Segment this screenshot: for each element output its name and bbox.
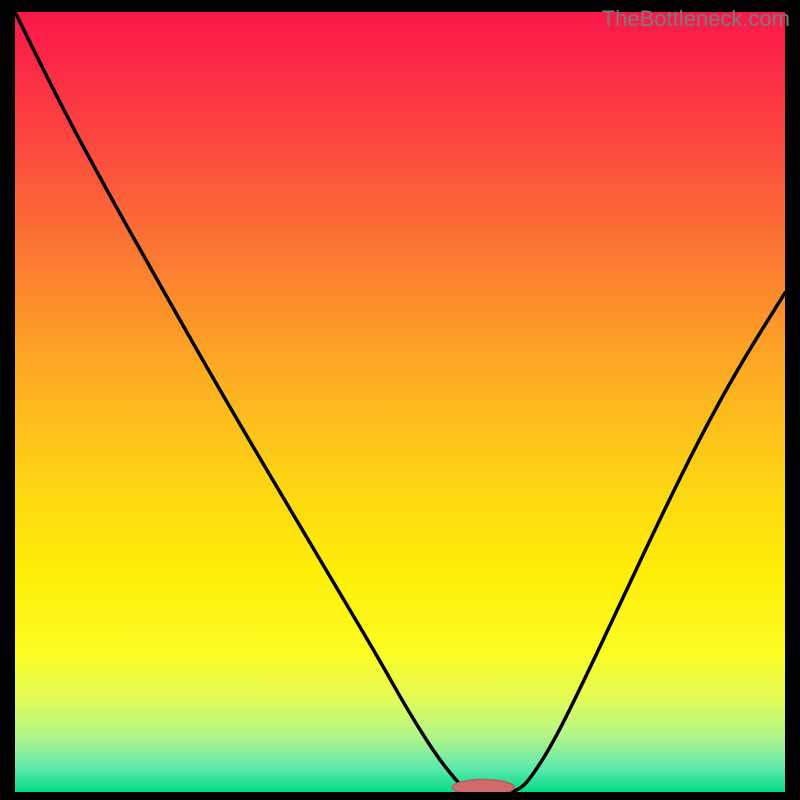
gradient-panel — [15, 12, 785, 792]
watermark-text: TheBottleneck.com — [602, 6, 790, 32]
figure-root: TheBottleneck.com — [0, 0, 800, 800]
bottleneck-chart — [0, 0, 800, 800]
